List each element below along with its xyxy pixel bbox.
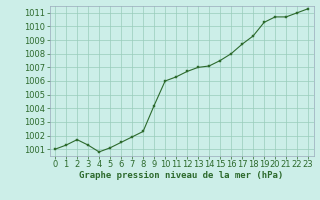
X-axis label: Graphe pression niveau de la mer (hPa): Graphe pression niveau de la mer (hPa) bbox=[79, 171, 284, 180]
